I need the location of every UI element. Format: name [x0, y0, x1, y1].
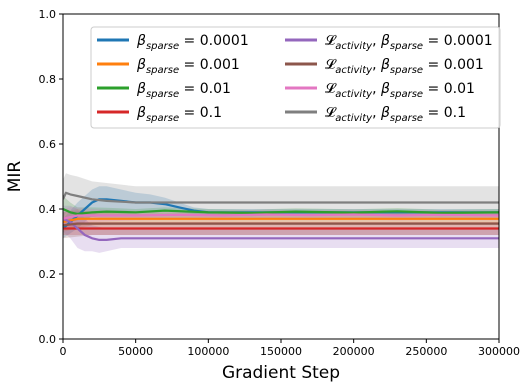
y-tick-label: 0.8	[39, 73, 57, 86]
series-line-a1e2	[63, 213, 499, 220]
legend: βsparse = 0.0001 βsparse = 0.001 βsparse =…	[90, 26, 501, 129]
legend-label-a1e3: 𝓛activity, βsparse = 0.001	[325, 57, 484, 76]
y-tick-label: 0.2	[39, 268, 57, 281]
x-tick-label: 50000	[118, 345, 153, 358]
legend-label-b1e1: βsparse = 0.1	[136, 105, 222, 124]
x-tick-label: 200000	[333, 345, 375, 358]
series-line-a1e1	[63, 191, 499, 204]
y-tick-label: 0.4	[39, 203, 57, 216]
series-lines	[63, 191, 499, 241]
y-tick-label: 0.6	[39, 138, 57, 151]
x-tick-label: 250000	[405, 345, 447, 358]
series-line-a1e4	[63, 217, 499, 241]
series-line-b1e2	[63, 207, 499, 215]
legend-label-b1e2: βsparse = 0.01	[136, 81, 231, 100]
series-line-a1e3	[63, 222, 499, 227]
band-b1e2	[63, 196, 499, 222]
legend-box	[90, 26, 501, 129]
legend-label-b1e3: βsparse = 0.001	[136, 57, 240, 76]
y-tick-label: 0.0	[39, 333, 57, 346]
y-axis-label: MIR	[5, 161, 25, 193]
x-tick-label: 0	[60, 345, 67, 358]
y-axis: 0.0 0.2 0.4 0.6 0.8 1.0	[39, 8, 63, 346]
series-line-b1e3	[63, 217, 499, 224]
legend-label-a1e4: 𝓛activity, βsparse = 0.0001	[325, 33, 493, 52]
x-axis: 0 50000 100000 150000 200000 250000 300000	[60, 339, 520, 358]
legend-label-b1e4: βsparse = 0.0001	[136, 33, 249, 52]
x-axis-label: Gradient Step	[222, 363, 340, 383]
x-tick-label: 150000	[260, 345, 302, 358]
legend-label-a1e2: 𝓛activity, βsparse = 0.01	[325, 81, 475, 100]
y-tick-label: 1.0	[39, 8, 57, 21]
x-tick-label: 100000	[187, 345, 229, 358]
x-tick-label: 300000	[478, 345, 520, 358]
legend-label-a1e1: 𝓛activity, βsparse = 0.1	[325, 105, 466, 124]
band-a1e1	[63, 173, 499, 219]
